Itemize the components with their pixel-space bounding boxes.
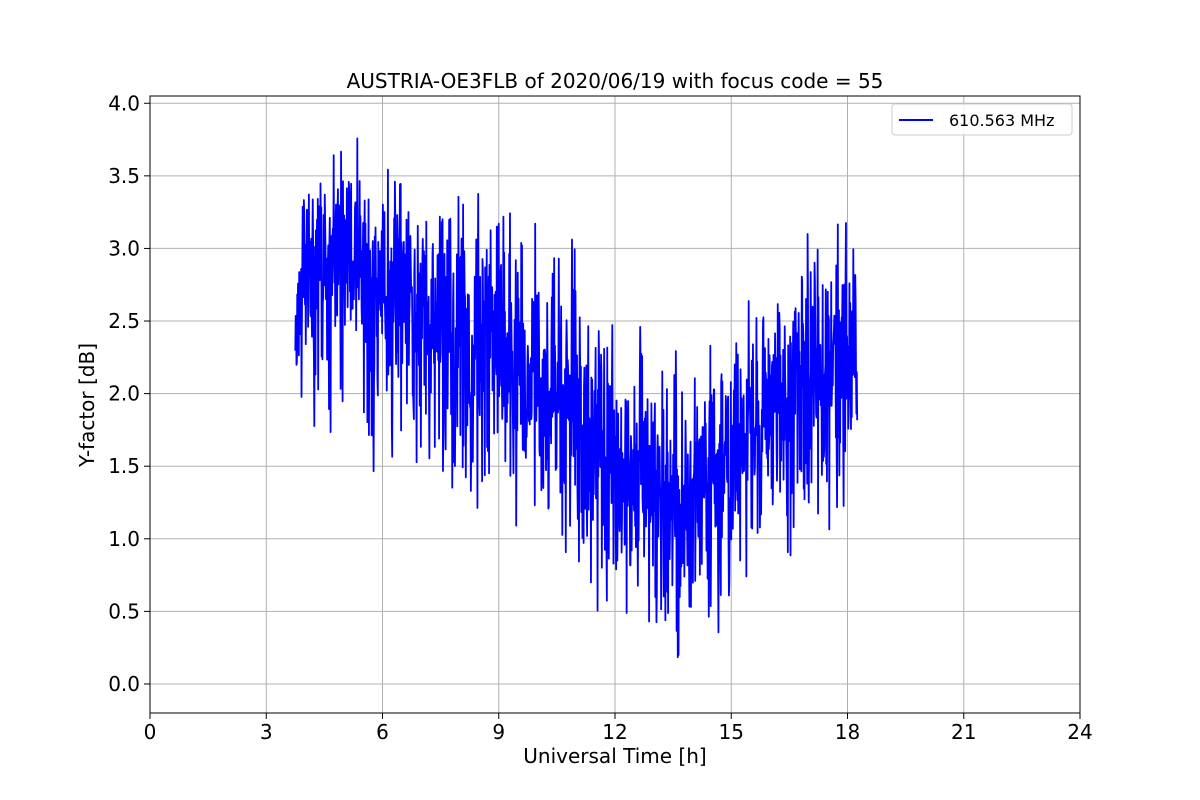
legend-label-610-mhz: 610.563 MHz xyxy=(949,111,1054,130)
series-line-610-563-mhz xyxy=(294,137,859,659)
legend: 610.563 MHz xyxy=(891,103,1073,136)
x-tick-label: 18 xyxy=(835,720,860,744)
y-tick-label: 0.5 xyxy=(108,599,140,623)
y-tick-label: 1.5 xyxy=(108,454,140,478)
legend-box xyxy=(891,103,1073,136)
y-tick-label: 1.0 xyxy=(108,527,140,551)
y-axis-label: Y-factor [dB] xyxy=(75,343,99,468)
y-tick-label: 4.0 xyxy=(108,91,140,115)
chart-title: AUSTRIA-OE3FLB of 2020/06/19 with focus … xyxy=(347,69,884,93)
x-tick-label: 24 xyxy=(1067,720,1092,744)
series-610-mhz-line xyxy=(294,137,859,659)
x-tick-label: 6 xyxy=(376,720,389,744)
x-tick-label: 9 xyxy=(492,720,505,744)
x-tick-label: 15 xyxy=(719,720,744,744)
y-tick-label: 3.0 xyxy=(108,236,140,260)
y-tick-label: 2.5 xyxy=(108,309,140,333)
x-axis-label: Universal Time [h] xyxy=(523,744,706,768)
y-tick-label: 3.5 xyxy=(108,164,140,188)
x-tick-label: 3 xyxy=(260,720,273,744)
x-tick-label: 21 xyxy=(951,720,976,744)
y-tick-label: 2.0 xyxy=(108,382,140,406)
x-axis-ticks: 0 3 6 9 12 15 18 21 24 xyxy=(144,713,1093,744)
y-tick-label: 0.0 xyxy=(108,672,140,696)
y-axis-ticks: 0.0 0.5 1.0 1.5 2.0 2.5 3.0 3.5 4.0 xyxy=(108,91,150,696)
x-tick-label: 0 xyxy=(144,720,157,744)
x-tick-label: 12 xyxy=(602,720,627,744)
